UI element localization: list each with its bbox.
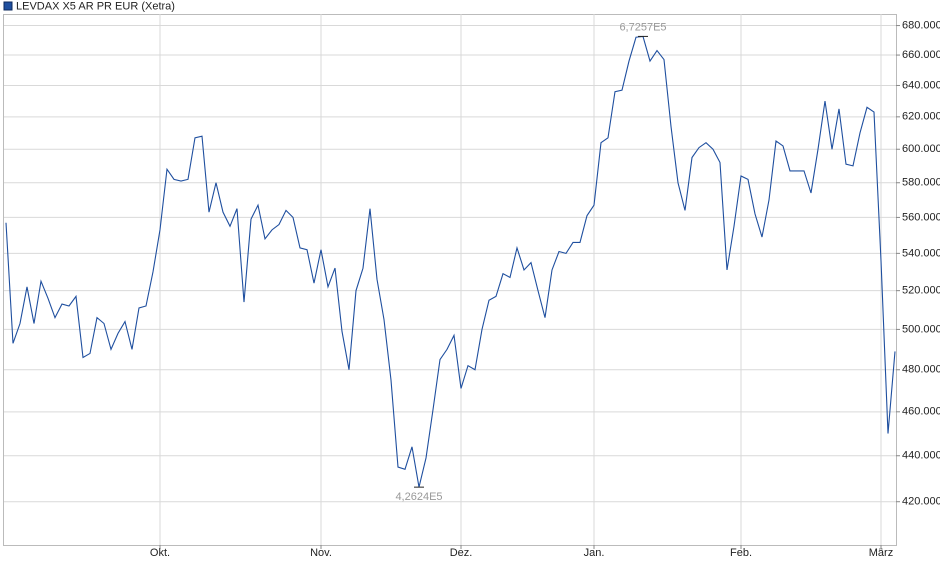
y-tick-label: 660.000: [902, 49, 940, 61]
legend-swatch: [3, 1, 13, 11]
legend-label: LEVDAX X5 AR PR EUR (Xetra): [16, 0, 175, 12]
x-tick-label: Dez.: [450, 547, 473, 559]
annotation-label: 6,7257E5: [619, 21, 666, 33]
y-tick-label: 600.000: [902, 143, 940, 155]
y-tick-label: 680.000: [902, 19, 940, 31]
plot-frame: [3, 14, 897, 546]
x-tick-label: Okt.: [150, 547, 170, 559]
y-tick-label: 560.000: [902, 211, 940, 223]
x-tick-label: Feb.: [730, 547, 752, 559]
y-tick-label: 520.000: [902, 285, 940, 297]
y-tick-label: 640.000: [902, 79, 940, 91]
x-tick-label: Jan.: [584, 547, 605, 559]
y-tick-label: 580.000: [902, 177, 940, 189]
y-tick-label: 420.000: [902, 496, 940, 508]
series-line: [5, 35, 896, 488]
x-tick-label: März: [869, 547, 893, 559]
y-tick-label: 620.000: [902, 111, 940, 123]
x-tick-label: Nov.: [310, 547, 332, 559]
y-tick-label: 480.000: [902, 364, 940, 376]
y-tick-label: 540.000: [902, 247, 940, 259]
annotation-label: 4,2624E5: [395, 491, 442, 503]
y-tick-label: 500.000: [902, 323, 940, 335]
y-tick-label: 440.000: [902, 450, 940, 462]
y-tick-label: 460.000: [902, 406, 940, 418]
